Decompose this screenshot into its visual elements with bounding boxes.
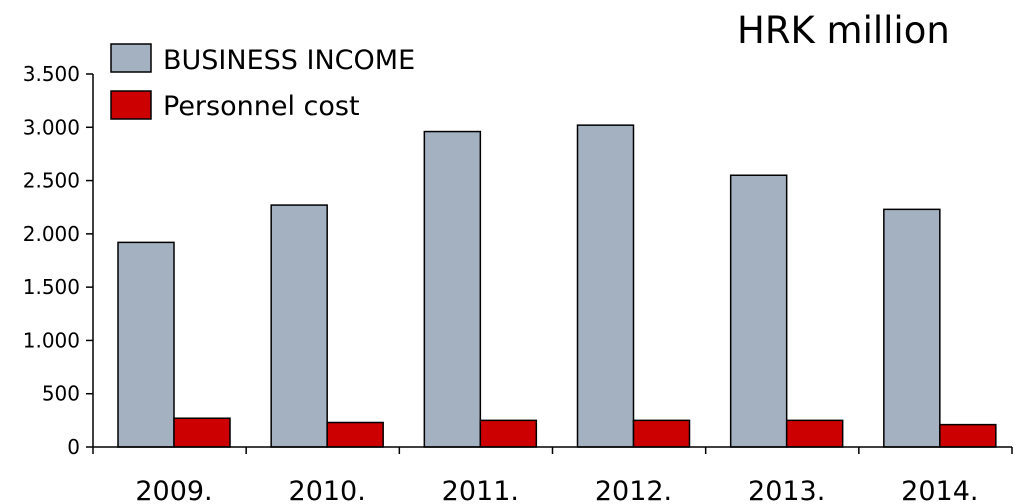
y-tick-label: 0 — [67, 435, 80, 459]
y-tick-label: 500 — [42, 382, 80, 406]
legend-swatch-personnel-cost — [110, 90, 152, 120]
bar-business-income-2010 — [270, 204, 328, 448]
bar-personnel-cost-2014 — [939, 423, 997, 448]
bar-personnel-cost-2011 — [479, 419, 538, 448]
bar-personnel-cost-2009 — [173, 417, 231, 448]
y-tick-label: 3.500 — [23, 62, 80, 86]
y-tick-label: 3.000 — [23, 115, 80, 139]
x-category-label: 2009. — [135, 476, 212, 504]
y-tick-label: 1.000 — [23, 328, 80, 352]
bar-personnel-cost-2013 — [785, 419, 844, 448]
bar-business-income-2011 — [423, 130, 482, 448]
legend-label-personnel-cost: Personnel cost — [163, 91, 360, 122]
bar-business-income-2012 — [576, 124, 635, 448]
x-category-label: 2014. — [901, 476, 978, 504]
y-tick-label: 2.000 — [23, 222, 80, 246]
x-axis: 2009. 2010. 2011. 2012. 2013. 2014. — [92, 446, 1013, 504]
y-axis: 0 500 1.000 1.500 2.000 2.500 3.000 3.500 — [23, 62, 94, 459]
x-category-label: 2010. — [289, 476, 366, 504]
y-tick-label: 1.500 — [23, 275, 80, 299]
bar-business-income-2009 — [117, 241, 175, 448]
chart-unit-title: HRK million — [737, 9, 950, 52]
x-category-label: 2012. — [595, 476, 672, 504]
bars — [117, 124, 997, 448]
bar-business-income-2013 — [729, 174, 788, 448]
bar-business-income-2014 — [883, 208, 941, 448]
legend: BUSINESS INCOME Personnel cost — [110, 43, 415, 122]
bar-personnel-cost-2010 — [326, 421, 384, 448]
y-tick-label: 2.500 — [23, 169, 80, 193]
x-category-label: 2013. — [748, 476, 825, 504]
legend-label-business-income: BUSINESS INCOME — [163, 45, 415, 76]
bar-personnel-cost-2012 — [632, 419, 691, 448]
x-category-label: 2011. — [442, 476, 519, 504]
legend-swatch-business-income — [110, 43, 152, 73]
